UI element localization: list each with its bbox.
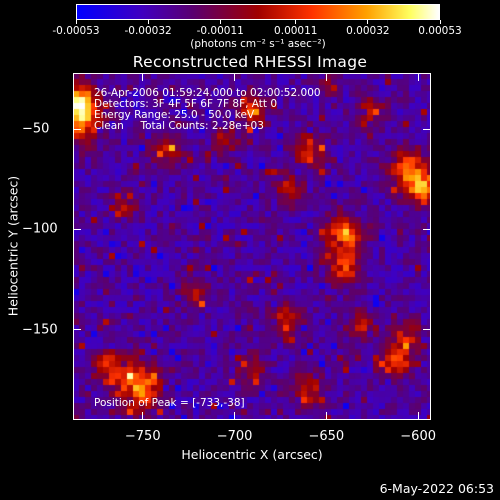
y-tick-mark bbox=[73, 128, 81, 130]
colorbar-tick-mark bbox=[295, 20, 297, 24]
annotation-detectors: Detectors: 3F 4F 5F 6F 7F 8F, Att 0 bbox=[94, 98, 278, 110]
annotation-total-counts: Clean Total Counts: 2.28e+03 bbox=[94, 120, 264, 132]
colorbar-tick-label: -0.00032 bbox=[124, 25, 172, 37]
annotation-time-range: 26-Apr-2006 01:59:24.000 to 02:00:52.000 bbox=[94, 87, 321, 99]
colorbar-tick-mark bbox=[75, 20, 77, 24]
colorbar-tick-label: 0.00011 bbox=[274, 25, 318, 37]
x-tick-mark bbox=[142, 412, 144, 420]
colorbar-tick-mark bbox=[147, 20, 149, 24]
y-tick-label: −50 bbox=[22, 121, 50, 137]
colorbar-tick-mark bbox=[219, 20, 221, 24]
y-tick-label: −100 bbox=[22, 221, 58, 237]
colorbar-tick-mark bbox=[439, 20, 441, 24]
timestamp: 6-May-2022 06:53 bbox=[379, 481, 494, 496]
x-tick-mark bbox=[417, 412, 419, 420]
plot-area: 26-Apr-2006 01:59:24.000 to 02:00:52.000… bbox=[73, 73, 431, 420]
y-tick-label: −150 bbox=[22, 322, 58, 338]
y-tick-mark bbox=[423, 329, 431, 331]
x-axis-label: Heliocentric X (arcsec) bbox=[181, 447, 323, 462]
x-tick-mark bbox=[417, 73, 419, 81]
y-axis-label: Heliocentric Y (arcsec) bbox=[5, 175, 21, 317]
annotation-energy-range: Energy Range: 25.0 - 50.0 keV bbox=[94, 109, 255, 121]
heatmap-image bbox=[73, 73, 431, 420]
annotation-peak-position: Position of Peak = [-733,-38] bbox=[94, 397, 245, 409]
chart-title: Reconstructed RHESSI Image bbox=[132, 53, 368, 71]
colorbar-tick-label: -0.00011 bbox=[196, 25, 244, 37]
x-tick-label: −750 bbox=[124, 429, 161, 444]
colorbar bbox=[76, 4, 440, 20]
x-tick-label: −650 bbox=[308, 429, 345, 444]
y-tick-mark bbox=[423, 128, 431, 130]
x-tick-mark bbox=[234, 73, 236, 81]
x-tick-mark bbox=[234, 412, 236, 420]
x-tick-mark bbox=[325, 73, 327, 81]
x-tick-mark bbox=[142, 73, 144, 81]
colorbar-tick-label: -0.00053 bbox=[52, 25, 100, 37]
colorbar-tick-mark bbox=[367, 20, 369, 24]
colorbar-units: (photons cm⁻² s⁻¹ asec⁻²) bbox=[190, 38, 326, 50]
y-tick-mark bbox=[423, 228, 431, 230]
colorbar-tick-label: 0.00032 bbox=[346, 25, 390, 37]
x-tick-mark bbox=[325, 412, 327, 420]
y-tick-mark bbox=[73, 228, 81, 230]
colorbar-tick-label: 0.00053 bbox=[418, 25, 462, 37]
y-tick-mark bbox=[73, 329, 81, 331]
x-tick-label: −700 bbox=[216, 429, 253, 444]
x-tick-label: −600 bbox=[400, 429, 436, 444]
